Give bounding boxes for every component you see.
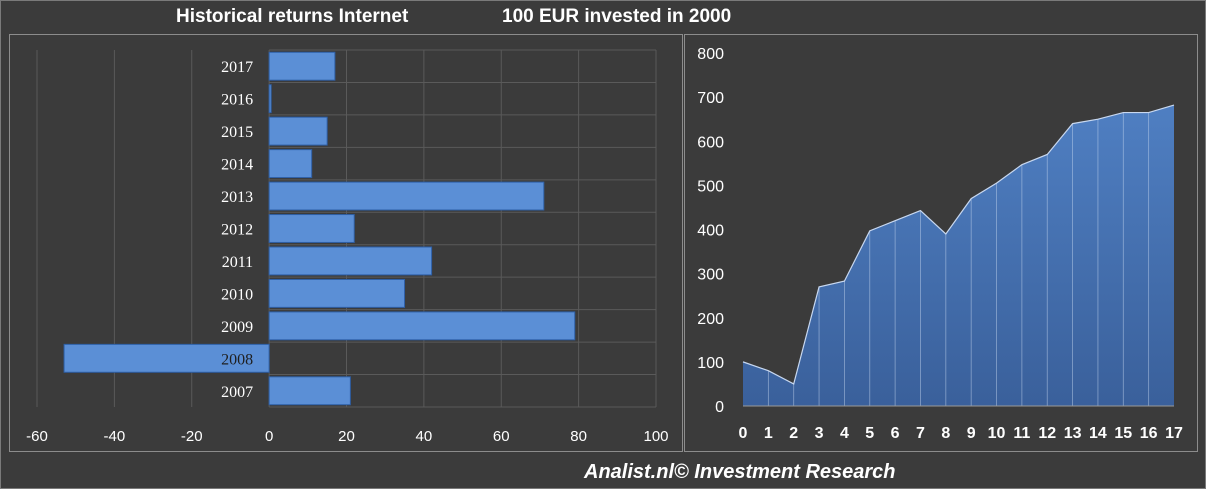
category-label: 2015 <box>221 124 253 141</box>
x-tick-label: 16 <box>1140 425 1158 442</box>
x-tick-label: 60 <box>493 428 510 445</box>
category-label: 2009 <box>221 319 253 336</box>
x-tick-label: 17 <box>1165 425 1183 442</box>
chart-title-left: Historical returns Internet <box>176 6 409 27</box>
x-tick-label: 13 <box>1064 425 1082 442</box>
x-tick-label: 100 <box>643 428 668 445</box>
category-label: 2011 <box>222 254 253 271</box>
x-tick-label: 6 <box>891 425 900 442</box>
x-tick-label: 15 <box>1114 425 1132 442</box>
bar-chart-panel <box>9 34 683 452</box>
bar-2011 <box>268 246 433 276</box>
y-tick-label: 200 <box>697 311 724 328</box>
category-label: 2016 <box>221 92 253 109</box>
category-label: 2013 <box>221 189 253 206</box>
bar-2010 <box>268 278 406 308</box>
chart-title-right: 100 EUR invested in 2000 <box>502 6 732 27</box>
category-label: 2008 <box>221 351 253 368</box>
x-tick-label: 5 <box>865 425 874 442</box>
x-tick-label: -40 <box>104 428 126 445</box>
x-tick-label: -20 <box>181 428 203 445</box>
bar-2012 <box>268 214 355 243</box>
bar-2016 <box>268 84 272 114</box>
area-line <box>742 104 1175 385</box>
category-label: 2010 <box>221 286 253 303</box>
x-tick-label: -60 <box>26 428 48 445</box>
x-tick-label: 10 <box>988 425 1006 442</box>
x-tick-label: 3 <box>815 425 824 442</box>
y-tick-label: 800 <box>697 46 724 63</box>
bar-2015 <box>268 116 328 146</box>
x-tick-label: 0 <box>739 425 748 442</box>
y-tick-label: 400 <box>697 223 724 240</box>
bar-2017 <box>268 51 336 81</box>
y-tick-label: 700 <box>697 90 724 107</box>
footer-credit: Analist.nl© Investment Research <box>584 461 896 483</box>
x-tick-label: 20 <box>338 428 355 445</box>
y-tick-label: 300 <box>697 267 724 284</box>
x-tick-label: 0 <box>265 428 273 445</box>
category-label: 2012 <box>221 222 253 239</box>
bar-2008 <box>63 343 270 373</box>
category-label: 2007 <box>221 384 253 401</box>
area-chart-panel <box>684 34 1198 452</box>
category-label: 2014 <box>221 157 253 174</box>
x-tick-label: 80 <box>570 428 587 445</box>
x-tick-label: 1 <box>764 425 773 442</box>
y-tick-label: 600 <box>697 134 724 151</box>
x-tick-label: 11 <box>1013 425 1030 442</box>
y-tick-label: 0 <box>715 399 724 416</box>
area-fill <box>743 105 1174 406</box>
bar-2009 <box>268 311 576 341</box>
x-tick-label: 8 <box>941 425 950 442</box>
x-tick-label: 2 <box>789 425 798 442</box>
x-tick-label: 40 <box>416 428 433 445</box>
x-tick-label: 14 <box>1089 425 1107 442</box>
bar-2013 <box>268 181 545 211</box>
x-tick-label: 4 <box>840 425 849 442</box>
category-label: 2017 <box>221 59 253 76</box>
y-tick-label: 100 <box>697 355 724 372</box>
y-tick-label: 500 <box>697 178 724 195</box>
x-tick-label: 7 <box>916 425 925 442</box>
bar-2014 <box>268 149 313 179</box>
x-tick-label: 9 <box>967 425 976 442</box>
x-tick-label: 12 <box>1038 425 1056 442</box>
bar-2007 <box>268 376 351 406</box>
